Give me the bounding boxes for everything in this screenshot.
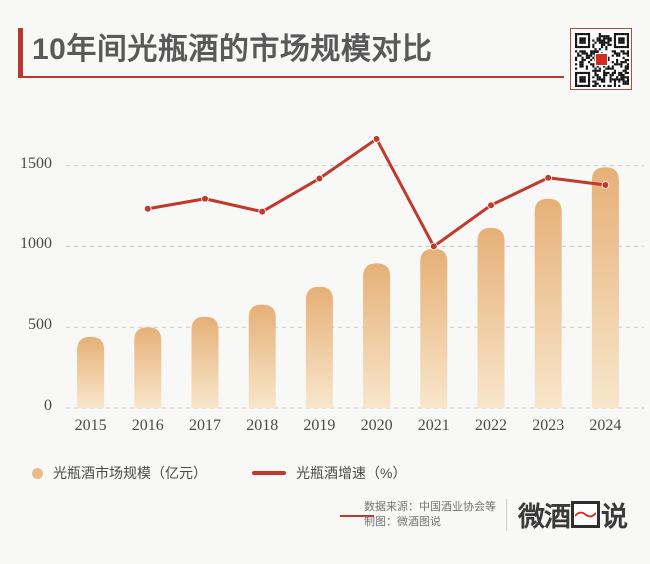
chart-plot-area: 0 500 1000 1500 2015 2016 2017 2018 2019 2020 2021… xyxy=(0,120,650,434)
x-axis-tick: 2019 xyxy=(303,417,336,434)
x-axis-tick: 2024 xyxy=(589,417,622,434)
bar[interactable] xyxy=(534,198,562,408)
qr-code-logo xyxy=(595,53,608,66)
brand-logo: 微 酒 说 xyxy=(518,496,628,532)
x-axis-tick: 2023 xyxy=(532,417,565,434)
line-data-point[interactable] xyxy=(144,204,152,213)
line-data-point[interactable] xyxy=(258,207,267,216)
x-axis-tick: 2016 xyxy=(131,417,164,434)
legend-label-market-size: 光瓶酒市场规模（亿元） xyxy=(53,465,207,481)
footer: 数据来源：中国酒业协会等 制图：微酒图说 微 酒 说 xyxy=(0,498,650,548)
title-block: 10年间光瓶酒的市场规模对比 xyxy=(0,24,650,86)
brand-char-3: 说 xyxy=(601,501,628,532)
source-line-1: 数据来源：中国酒业协会等 xyxy=(364,501,496,513)
bar[interactable] xyxy=(248,304,276,408)
bar[interactable] xyxy=(305,286,333,408)
bar[interactable] xyxy=(191,316,219,408)
line-data-point[interactable] xyxy=(315,174,324,183)
x-axis-tick: 2018 xyxy=(246,417,279,434)
chart-canvas xyxy=(66,135,644,409)
legend-dot-icon xyxy=(32,467,43,479)
legend-item-growth-rate[interactable]: 光瓶酒增速（%） xyxy=(252,460,406,486)
line-data-point[interactable] xyxy=(372,135,381,143)
brand-char-1: 微 xyxy=(518,501,545,532)
x-axis-tick: 2017 xyxy=(189,417,221,434)
qr-code[interactable] xyxy=(570,28,632,90)
x-axis-tick: 2022 xyxy=(475,417,507,434)
y-axis-tick: 1500 xyxy=(20,154,52,172)
y-axis-tick: 0 xyxy=(44,397,52,414)
legend-item-market-size[interactable]: 光瓶酒市场规模（亿元） xyxy=(32,460,207,486)
source-attribution: 数据来源：中国酒业协会等 制图：微酒图说 xyxy=(364,500,496,530)
bar[interactable] xyxy=(363,263,391,408)
x-axis-tick: 2021 xyxy=(417,417,450,434)
x-axis-tick: 2020 xyxy=(360,417,393,434)
legend-label-growth-rate: 光瓶酒增速（%） xyxy=(296,465,407,481)
line-data-point[interactable] xyxy=(487,201,495,209)
line-data-point[interactable] xyxy=(201,194,209,203)
bar[interactable] xyxy=(591,167,619,408)
page-title: 10年间光瓶酒的市场规模对比 xyxy=(32,33,433,66)
line-data-point[interactable] xyxy=(601,181,610,189)
source-line-2: 制图：微酒图说 xyxy=(364,516,441,528)
x-axis-tick: 2015 xyxy=(74,417,107,434)
brand-wave-icon xyxy=(575,511,596,517)
line-data-point[interactable] xyxy=(544,173,552,182)
y-axis-tick: 1000 xyxy=(20,235,52,253)
qr-code-icon xyxy=(575,33,629,87)
footer-accent-rule xyxy=(340,515,374,517)
y-axis-tick: 500 xyxy=(28,316,52,334)
bar[interactable] xyxy=(477,227,505,408)
brand-box-icon xyxy=(571,500,600,528)
bar[interactable] xyxy=(77,336,105,408)
footer-divider xyxy=(506,499,507,531)
bar[interactable] xyxy=(420,248,448,408)
line-data-point[interactable] xyxy=(429,242,438,251)
bar[interactable] xyxy=(134,327,162,408)
title-underline xyxy=(18,76,564,78)
brand-char-2: 酒 xyxy=(544,501,571,532)
chart-legend: 光瓶酒市场规模（亿元） 光瓶酒增速（%） xyxy=(0,460,650,486)
legend-line-icon xyxy=(252,471,286,475)
title-accent-bar xyxy=(18,28,23,76)
